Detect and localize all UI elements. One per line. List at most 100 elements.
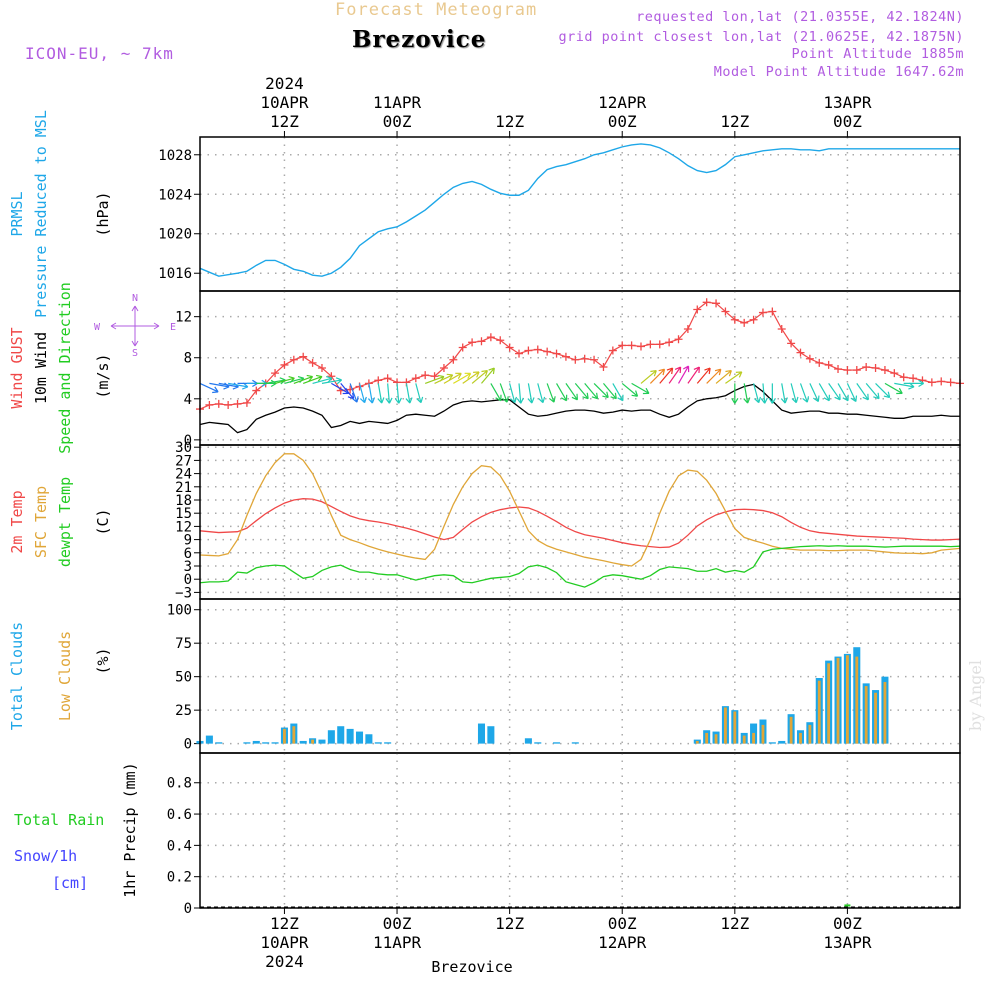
gust-point [655,340,664,349]
gust-point [636,342,645,351]
wind-direction-arrow [687,366,700,384]
wind-direction-arrow [499,383,509,403]
model-point-altitude: Model Point Altitude 1647.62m [713,64,964,80]
gust-point [561,352,570,361]
low-cloud-bar [742,735,746,744]
gust-point [599,362,608,371]
wind-direction-arrow [443,372,462,384]
wind-direction-arrow [640,369,657,384]
low-cloud-bar [883,682,887,744]
y-tick-label: 0 [184,572,192,588]
y-label-prmsl: PRMSL [8,191,26,236]
time-label-bottom: 00Z [833,914,862,933]
gust-point [552,349,561,358]
gust-point [505,343,514,352]
y-tick-label: 9 [184,533,192,549]
total-cloud-bar [524,738,532,744]
wind-direction-arrow [696,367,711,384]
rain-bar [844,904,851,907]
total-cloud-bar [346,728,354,744]
wind-direction-arrow [799,383,810,403]
panel-wind: 0 4 8 12 N S W E Wind GUST 10m Wind Speed and Dire… [8,282,964,454]
wind-direction-arrow [846,383,858,403]
precip-label-cm: [cm] [52,874,88,892]
low-cloud-bar [874,692,877,744]
precip-axis-label: 1hr Precip (mm) [121,762,139,897]
time-label-top: 12APR [598,93,647,112]
y-label-pressure-reduced-to-msl: Pressure Reduced to MSL [32,110,50,318]
low-cloud-bar [789,716,793,744]
wind-direction-arrow [453,372,472,384]
wind-direction-arrow [293,374,314,384]
panel-pressure: 1016 1020 1024 1028 PRMSL Pressure Reduced to… [8,110,961,318]
total-cloud-bar [571,742,579,744]
low-cloud-bar [808,724,812,744]
wind-direction-arrow [743,383,751,404]
wind-direction-arrow [516,383,524,404]
gust-point [815,358,824,367]
wind-direction-arrow [385,383,393,404]
low-cloud-bar [799,732,802,744]
time-label-bottom: 12Z [495,914,524,933]
grid-point-coords: grid point closest lon,lat (21.0625E, 42… [558,29,964,45]
gust-point [449,355,458,364]
temp-line-dewpt-temp [199,545,961,588]
wind-direction-arrow [768,383,776,404]
total-cloud-bar [271,742,279,744]
y-tick-label: 3 [184,559,192,575]
total-cloud-bar [205,735,213,744]
gust-point [252,386,261,395]
total-cloud-bar [215,742,223,744]
gust-point [571,355,580,364]
total-cloud-bar [365,734,373,744]
wind-direction-arrow [434,373,454,384]
temp-line-sfc-temp [199,453,961,567]
wind-direction-arrow [490,383,502,402]
y-tick-label: 0.2 [167,870,192,886]
gust-point [411,374,420,383]
gust-point [308,358,317,367]
y-tick-label: 1020 [158,227,192,243]
wind-direction-arrow [725,371,743,384]
wind-direction-arrow [349,383,359,403]
low-cloud-bar [855,656,859,744]
gust-point [271,369,280,378]
time-label-bottom: 10APR [260,933,309,952]
gust-point [421,371,430,380]
gust-point [383,374,392,383]
wind-direction-arrow [668,366,682,384]
product-title: Forecast Meteogram [335,0,538,20]
gust-point [608,346,617,355]
wind-direction-arrow [760,383,768,404]
y-label-speed-and-direction: Speed and Direction [56,282,74,454]
total-cloud-bar [487,726,495,744]
y-tick-label: 24 [175,467,192,483]
wind-direction-arrow [481,367,495,384]
wind-direction-arrow [631,382,650,395]
gust-point [439,364,448,372]
temp-line-2m-temp [199,498,961,549]
time-label-top: 2024 [265,74,304,93]
total-cloud-bar [318,739,326,744]
time-label-top: 10APR [260,93,309,112]
y-tick-label: 0.6 [167,807,192,823]
gust-point [683,324,692,333]
y-tick-label: 0 [184,737,192,753]
time-label-top: 00Z [833,112,862,131]
y-tick-label: 1024 [158,187,192,203]
total-cloud-bar [553,742,561,744]
y-tick-label: 30 [175,440,192,456]
gust-point [674,335,683,344]
gust-point [233,399,242,408]
gust-point [242,398,251,407]
y-tick-label: 0.4 [167,838,192,854]
gust-point [317,364,326,372]
total-cloud-bar [374,742,382,744]
total-cloud-bar [337,726,345,744]
wind-direction-arrow [865,383,880,400]
wind-direction-arrow [199,382,219,394]
wind-direction-arrow [753,383,761,404]
y-tick-label: 4 [184,392,192,408]
total-cloud-bar [327,730,335,744]
